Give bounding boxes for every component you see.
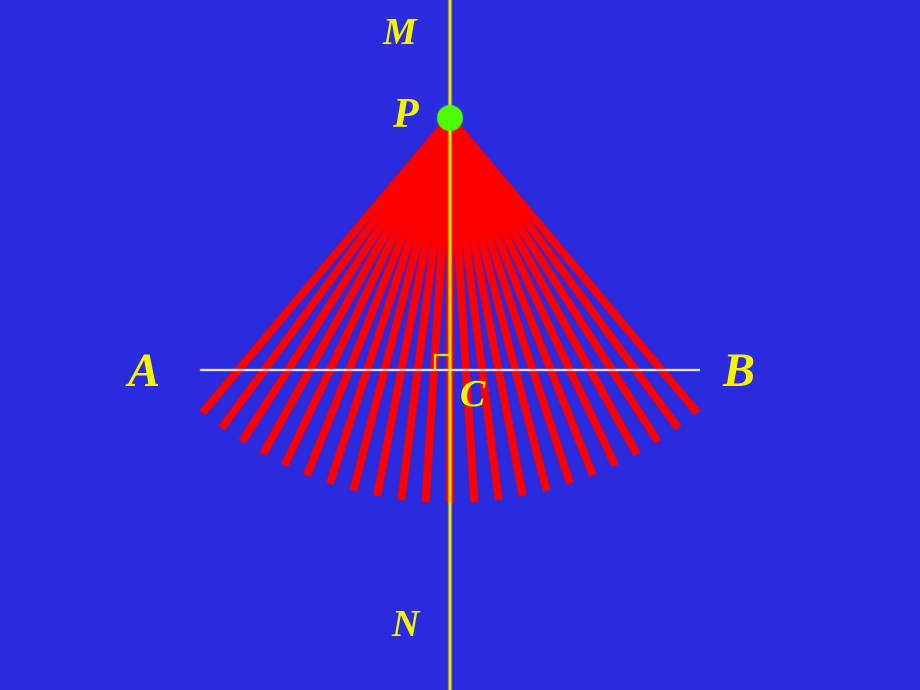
label-P: P (393, 90, 419, 138)
label-A: A (128, 343, 160, 398)
label-B: B (723, 343, 755, 398)
label-M: M (383, 10, 417, 54)
label-C: C (460, 372, 485, 416)
label-N: N (392, 602, 419, 646)
